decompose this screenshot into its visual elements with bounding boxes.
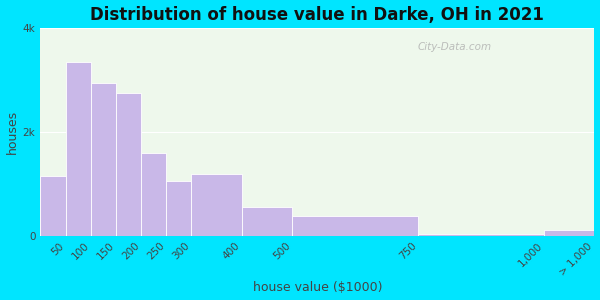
Bar — [418, 234, 544, 236]
Bar — [65, 62, 91, 236]
Bar — [242, 207, 292, 236]
Bar — [116, 93, 141, 236]
Bar — [91, 82, 116, 236]
Y-axis label: houses: houses — [5, 110, 19, 154]
Bar — [544, 230, 595, 236]
Bar — [292, 216, 418, 236]
Bar — [166, 182, 191, 236]
Title: Distribution of house value in Darke, OH in 2021: Distribution of house value in Darke, OH… — [91, 6, 544, 24]
Text: City-Data.com: City-Data.com — [417, 43, 491, 52]
Bar — [191, 174, 242, 236]
X-axis label: house value ($1000): house value ($1000) — [253, 281, 382, 294]
Bar — [141, 153, 166, 236]
Bar — [40, 176, 65, 236]
